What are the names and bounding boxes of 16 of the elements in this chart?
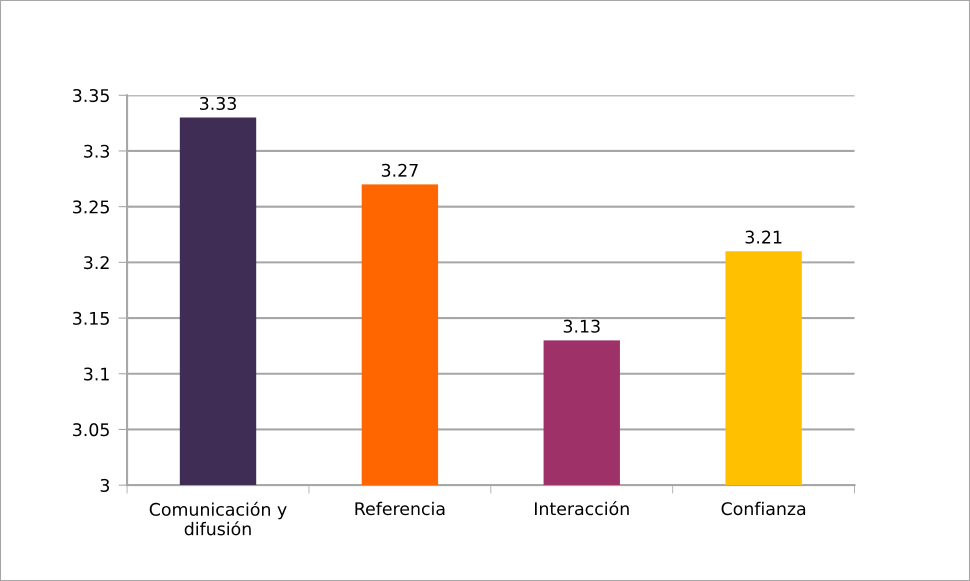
data-label: 3.33 — [200, 96, 236, 110]
x-tick-label: Confianza — [722, 502, 806, 516]
y-tick-label: 3.15 — [73, 312, 109, 325]
y-tick-label: 3.2 — [84, 256, 109, 270]
y-tick-label: 3.35 — [73, 88, 109, 102]
data-label: 3.27 — [382, 164, 418, 177]
y-tick-label: 3.3 — [84, 144, 110, 158]
data-label: 3.21 — [746, 230, 782, 244]
y-tick-label: 3.05 — [73, 423, 109, 436]
y-tick-label: 3 — [100, 478, 110, 492]
y-tick-label: 3.1 — [84, 367, 109, 381]
x-tick-label: Comunicación y difusión — [150, 502, 287, 536]
x-tick-label: Referencia — [355, 502, 444, 516]
data-label: 3.13 — [564, 320, 600, 333]
y-tick-label: 3.25 — [73, 200, 109, 214]
x-tick-label: Interacción — [534, 501, 629, 516]
